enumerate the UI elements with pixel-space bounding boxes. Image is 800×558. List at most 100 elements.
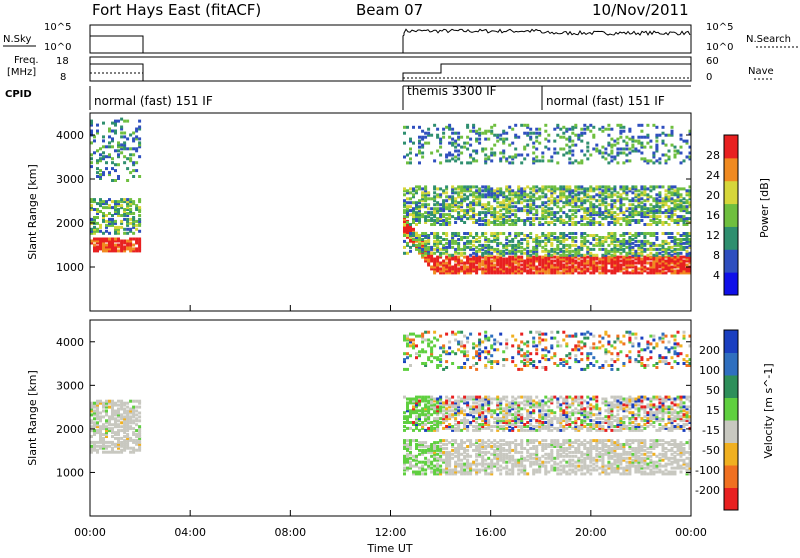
heatmap-cell	[460, 419, 463, 422]
heatmap-cell	[406, 189, 409, 192]
heatmap-cell	[583, 124, 586, 127]
heatmap-cell	[108, 204, 111, 207]
heatmap-cell	[610, 150, 613, 153]
heatmap-cell	[517, 185, 520, 188]
heatmap-cell	[586, 240, 589, 243]
heatmap-cell	[640, 219, 643, 222]
heatmap-cell	[433, 398, 436, 401]
heatmap-cell	[499, 443, 502, 446]
heatmap-cell	[430, 471, 433, 474]
heatmap-cell	[129, 222, 132, 225]
heatmap-cell	[111, 130, 114, 133]
heatmap-cell	[535, 156, 538, 159]
heatmap-cell	[532, 457, 535, 460]
heatmap-cell	[478, 128, 481, 131]
heatmap-cell	[559, 232, 562, 235]
heatmap-cell	[643, 199, 646, 202]
heatmap-cell	[556, 161, 559, 164]
colorbar-tick-label: 8	[713, 249, 720, 262]
noise-strip: 10^5 10^0 N.Sky 10^5 10^0 N.Search	[3, 22, 798, 53]
heatmap-cell	[487, 185, 490, 188]
heatmap-cell	[487, 396, 490, 399]
heatmap-cell	[668, 215, 671, 218]
heatmap-cell	[478, 443, 481, 446]
heatmap-cell	[499, 465, 502, 468]
heatmap-cell	[686, 205, 689, 208]
heatmap-cell	[457, 443, 460, 446]
heatmap-cell	[595, 242, 598, 245]
heatmap-cell	[484, 441, 487, 444]
heatmap-cell	[538, 267, 541, 270]
heatmap-cell	[652, 152, 655, 155]
heatmap-cell	[442, 132, 445, 135]
heatmap-cell	[445, 242, 448, 245]
heatmap-cell	[520, 201, 523, 204]
heatmap-cell	[403, 126, 406, 129]
heatmap-cell	[598, 266, 601, 269]
heatmap-cell	[532, 461, 535, 464]
heatmap-cell	[508, 161, 511, 164]
heatmap-cell	[628, 219, 631, 222]
heatmap-cell	[499, 213, 502, 216]
heatmap-cell	[126, 147, 129, 150]
heatmap-cell	[454, 427, 457, 430]
heatmap-cell	[640, 240, 643, 243]
heatmap-cell	[674, 185, 677, 188]
heatmap-cell	[496, 205, 499, 208]
heatmap-cell	[523, 219, 526, 222]
heatmap-cell	[556, 236, 559, 239]
heatmap-cell	[439, 405, 442, 408]
heatmap-cell	[475, 185, 478, 188]
y-tick-label: 1000	[56, 261, 84, 274]
heatmap-cell	[619, 136, 622, 139]
nsearch-tick-top: 10^5	[706, 22, 733, 33]
heatmap-cell	[598, 191, 601, 194]
heatmap-cell	[102, 151, 105, 154]
heatmap-cell	[409, 205, 412, 208]
heatmap-cell	[511, 427, 514, 430]
heatmap-cell	[674, 189, 677, 192]
heatmap-cell	[631, 260, 634, 263]
heatmap-cell	[574, 159, 577, 162]
heatmap-cell	[424, 252, 427, 255]
heatmap-cell	[454, 352, 457, 355]
heatmap-cell	[556, 134, 559, 137]
heatmap-cell	[117, 408, 120, 411]
heatmap-cell	[595, 148, 598, 151]
heatmap-cell	[132, 161, 135, 164]
heatmap-cell	[637, 150, 640, 153]
heatmap-cell	[517, 154, 520, 157]
heatmap-cell	[120, 204, 123, 207]
heatmap-cell	[436, 193, 439, 196]
heatmap-cell	[96, 171, 99, 174]
heatmap-cell	[592, 254, 595, 257]
heatmap-cell	[671, 254, 674, 257]
heatmap-cell	[586, 256, 589, 259]
heatmap-cell	[120, 449, 123, 452]
heatmap-cell	[469, 421, 472, 424]
heatmap-cell	[496, 341, 499, 344]
heatmap-cell	[460, 252, 463, 255]
heatmap-cell	[442, 238, 445, 241]
heatmap-cell	[658, 185, 661, 188]
colorbar-tick-label: 20	[706, 189, 720, 202]
heatmap-cell	[406, 356, 409, 359]
heatmap-cell	[132, 419, 135, 422]
heatmap-cell	[514, 364, 517, 367]
heatmap-cell	[556, 124, 559, 127]
heatmap-cell	[108, 212, 111, 215]
heatmap-cell	[490, 246, 493, 249]
heatmap-cell	[436, 417, 439, 420]
heatmap-cell	[502, 150, 505, 153]
heatmap-cell	[93, 238, 96, 241]
heatmap-cell	[421, 461, 424, 464]
heatmap-cell	[583, 187, 586, 190]
heatmap-cell	[111, 200, 114, 203]
heatmap-cell	[490, 187, 493, 190]
heatmap-cell	[439, 354, 442, 357]
heatmap-cell	[132, 431, 135, 434]
heatmap-cell	[457, 341, 460, 344]
heatmap-cell	[662, 132, 665, 135]
heatmap-cell	[457, 205, 460, 208]
heatmap-cell	[105, 155, 108, 158]
